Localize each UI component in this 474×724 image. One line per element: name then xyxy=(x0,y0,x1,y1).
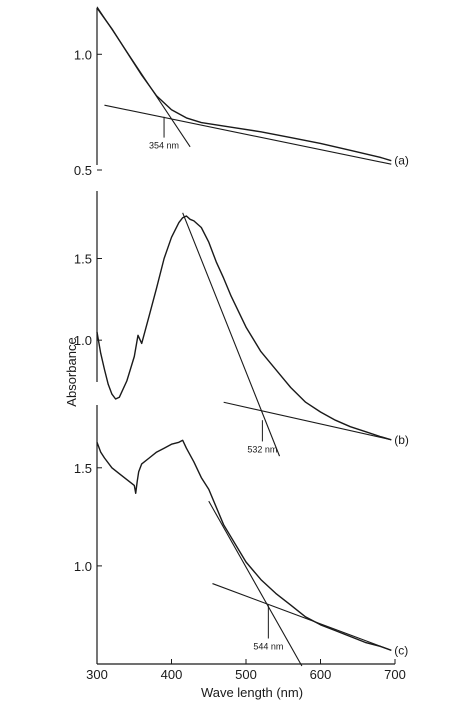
tangent-line-a-2 xyxy=(104,104,392,165)
x-tick-label-300: 300 xyxy=(86,667,108,682)
tangent-line-a-1 xyxy=(96,6,191,148)
absorbance-curve-b xyxy=(96,215,392,441)
tangent-line-b-1 xyxy=(182,212,281,457)
curves-layer xyxy=(96,6,392,667)
series-label-c: (c) xyxy=(394,643,408,657)
y-tick-label-b-1.0: 1.0 xyxy=(74,333,92,348)
x-tick-label-700: 700 xyxy=(384,667,406,682)
x-axis-title: Wave length (nm) xyxy=(201,685,303,700)
y-tick-label-a-1.0: 1.0 xyxy=(74,47,92,62)
series-label-b: (b) xyxy=(394,433,409,447)
y-tick-label-b-1.5: 1.5 xyxy=(74,252,92,267)
tangent-line-c-2 xyxy=(212,583,392,651)
tangent-line-b-2 xyxy=(223,401,392,441)
tangent-line-c-1 xyxy=(208,500,303,667)
x-tick-label-500: 500 xyxy=(235,667,257,682)
y-tick-label-c-1.0: 1.0 xyxy=(74,559,92,574)
y-tick-label-a-0.5: 0.5 xyxy=(74,163,92,178)
annotation-label-c: 544 nm xyxy=(253,641,283,651)
x-tick-label-600: 600 xyxy=(310,667,332,682)
x-tick-label-400: 400 xyxy=(161,667,183,682)
y-axis-title: Absorbance xyxy=(64,337,79,406)
y-tick-label-c-1.5: 1.5 xyxy=(74,461,92,476)
axes-layer: 300 400 500 600 700 0.5 1.0 1.0 1.5 1.0 1.5 xyxy=(74,8,406,682)
labels-layer: 354 nm (a) 532 nm (b) 544 nm (c) xyxy=(149,116,409,657)
series-label-a: (a) xyxy=(394,154,409,168)
annotation-label-a: 354 nm xyxy=(149,141,179,151)
annotation-label-b: 532 nm xyxy=(247,444,277,454)
